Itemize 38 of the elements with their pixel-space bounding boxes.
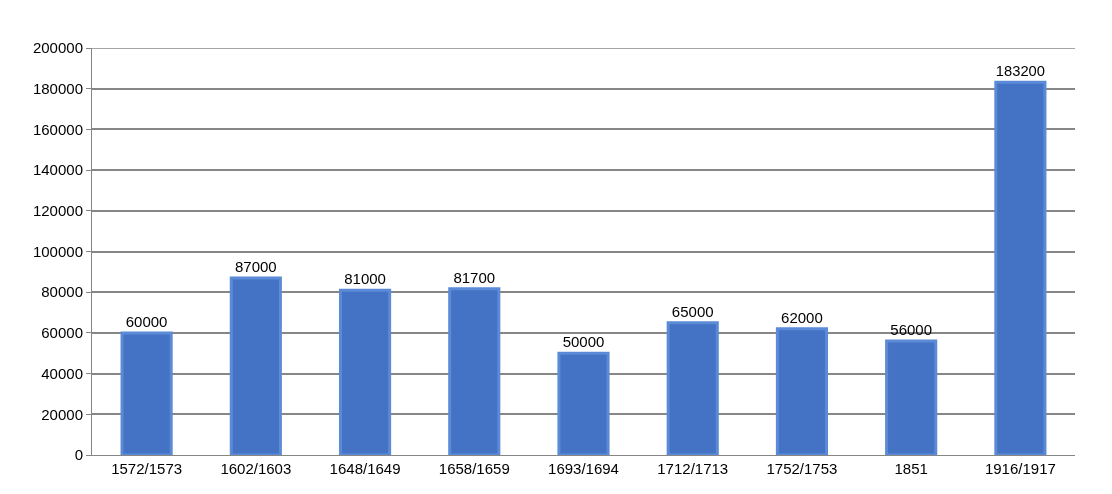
bar (994, 80, 1047, 455)
y-tick-label: 60000 (41, 324, 83, 342)
x-tick-label: 1658/1659 (438, 460, 510, 477)
y-tick-label: 20000 (41, 405, 83, 423)
data-label: 65000 (671, 302, 714, 320)
x-tick-label: 1851 (894, 460, 928, 477)
x-tick-label: 1572/1573 (111, 460, 183, 477)
y-tick-label: 180000 (32, 79, 83, 97)
y-tick-label: 160000 (32, 120, 83, 138)
x-tick-label: 1648/1649 (329, 460, 401, 477)
data-label: 56000 (890, 321, 933, 339)
y-tick-label: 0 (74, 446, 83, 464)
y-tick-label: 80000 (41, 283, 83, 301)
x-tick-label: 1602/1603 (220, 460, 292, 477)
bar (666, 321, 719, 455)
bar (338, 288, 392, 455)
data-label: 87000 (234, 257, 277, 275)
y-tick-label: 120000 (32, 202, 83, 220)
y-tick-label: 140000 (32, 161, 83, 179)
x-tick-label: 1712/1713 (657, 460, 729, 477)
bar (557, 351, 610, 455)
y-tick-label: 200000 (32, 39, 83, 57)
data-label: 81000 (344, 270, 386, 288)
bar (229, 276, 282, 455)
data-label: 183200 (995, 63, 1045, 80)
bar (448, 287, 501, 455)
x-tick-label: 1752/1753 (766, 460, 838, 477)
x-tick-label: 1693/1694 (548, 460, 619, 477)
y-tick-label: 100000 (32, 242, 83, 260)
data-label: 50000 (562, 333, 605, 351)
bar (885, 339, 938, 455)
data-label: 81700 (453, 268, 496, 286)
x-tick-label: 1916/1917 (984, 460, 1056, 477)
data-label: 62000 (781, 308, 823, 326)
bar (775, 327, 829, 455)
data-label: 60000 (125, 312, 168, 330)
bar (120, 331, 173, 455)
y-tick-label: 40000 (41, 364, 83, 382)
